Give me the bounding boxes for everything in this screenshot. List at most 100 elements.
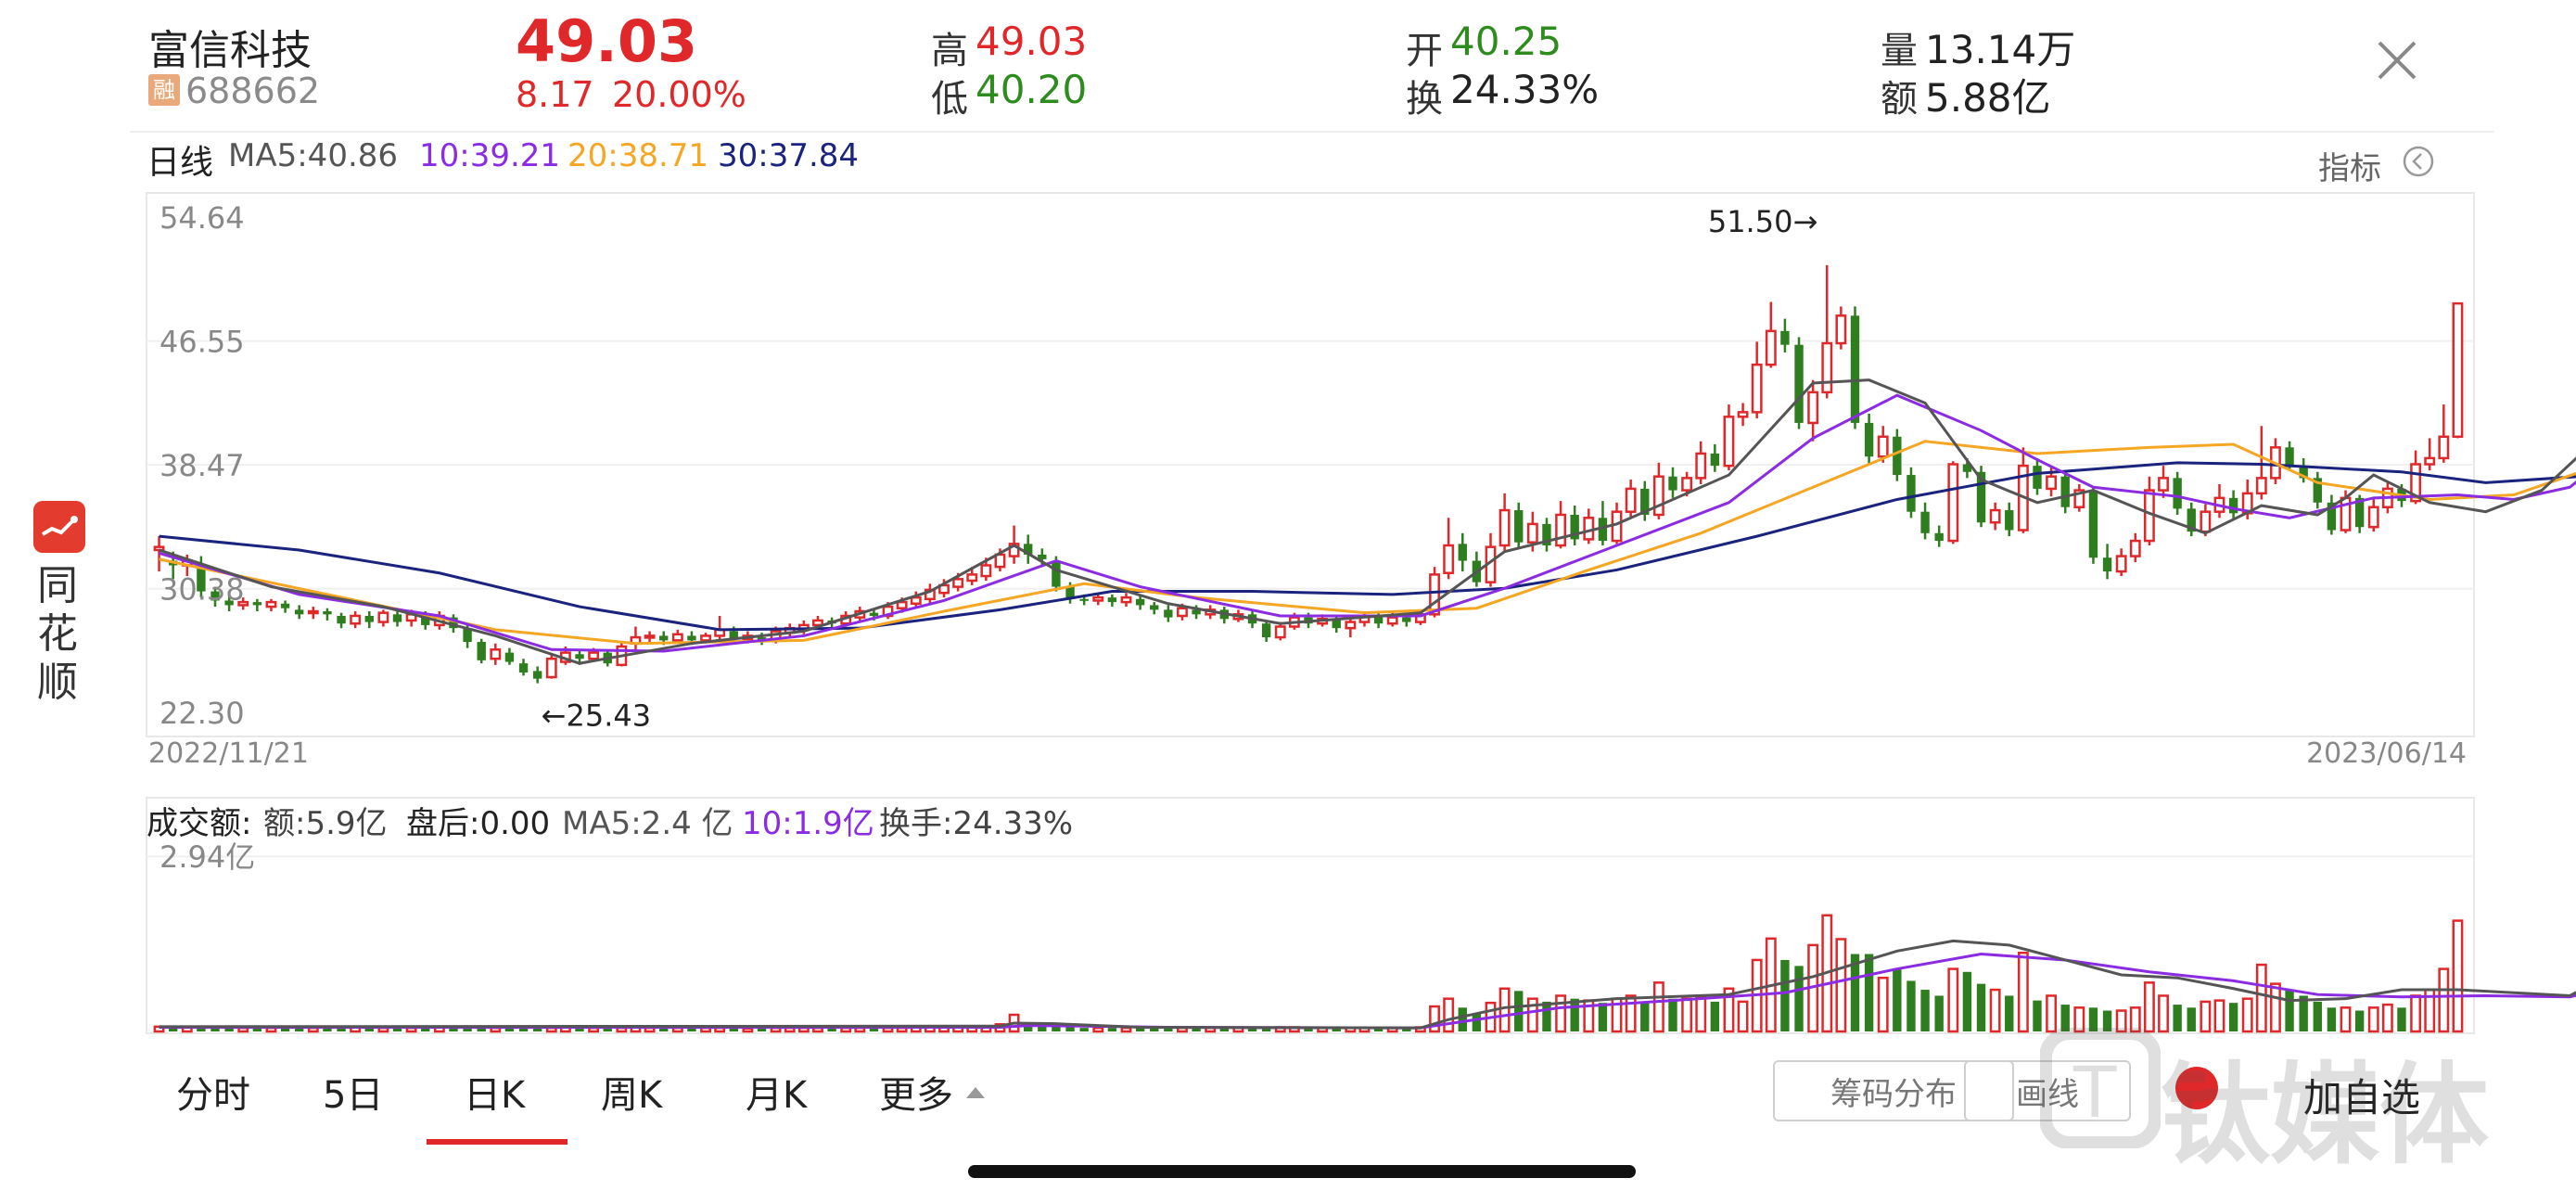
volume-bar-down (1850, 954, 1860, 1031)
volume-bar-down (2005, 995, 2014, 1031)
candle-body-up (671, 633, 683, 642)
candle-body-down (575, 654, 584, 660)
volume-bar-up (1120, 1026, 1132, 1033)
add-watchlist-button[interactable]: 加自选 (2303, 1075, 2421, 1121)
high-annotation: 51.50→ (1708, 204, 1817, 239)
tab-monthly-k[interactable]: 月K (746, 1074, 808, 1117)
tab-5day[interactable]: 5日 (323, 1074, 384, 1117)
high-value: 49.03 (976, 19, 1088, 64)
candle-body-up (1989, 508, 2001, 524)
candle-body-down (1864, 422, 1874, 457)
volume-bar-up (2270, 982, 2281, 1033)
add-watch-icon[interactable] (2175, 1067, 2218, 1109)
candle-body-up (2073, 489, 2085, 508)
volume-bar-up (2255, 963, 2267, 1033)
volume-bar-down (295, 1027, 304, 1031)
candle-body-up (2158, 477, 2169, 492)
candle-body-down (2354, 497, 2365, 528)
candle-body-up (588, 651, 600, 660)
chevron-left-icon[interactable] (2402, 145, 2435, 178)
candle-body-up (1414, 613, 1426, 623)
candle-body-down (2327, 502, 2337, 531)
candle-body-down (1332, 619, 1341, 629)
chip-distribution-button[interactable]: 筹码分布 (1773, 1060, 2014, 1121)
draw-line-button[interactable]: 画线 (1964, 1060, 2131, 1121)
candle-body-up (2424, 456, 2436, 466)
volume-bar-down (2033, 1000, 2042, 1031)
svg-text:T: T (2072, 1051, 2117, 1133)
tab-more[interactable]: 更多 (879, 1074, 953, 1117)
amount-label: 额 (1881, 78, 1918, 121)
volume-bar-down (1570, 998, 1579, 1031)
caret-up-icon[interactable] (964, 1085, 987, 1100)
candle-body-down (1542, 523, 1551, 546)
candle-body-down (1458, 544, 1467, 561)
volume-bar-down (1458, 1007, 1467, 1031)
volume-bar-down (1893, 968, 1902, 1031)
candle-body-up (1555, 513, 1567, 547)
candle-body-down (1514, 510, 1524, 543)
ma5-line (159, 378, 2576, 665)
candle-body-down (1710, 453, 1720, 467)
volume-bar-up (1429, 1005, 1440, 1033)
volume-bar-up (1526, 997, 1538, 1033)
tab-daily-k[interactable]: 日K (464, 1074, 526, 1117)
volume-bar-up (1498, 987, 1511, 1033)
volume-bar-up (1443, 997, 1455, 1033)
volume-bar-down (1920, 990, 1930, 1031)
candle-body-down (504, 652, 515, 662)
volume-bar-down (2088, 1007, 2098, 1031)
candle-body-up (1177, 607, 1188, 618)
volume-bar-up (1723, 987, 1735, 1033)
candle-body-down (1107, 597, 1117, 603)
watermark-logo-icon: T (2039, 1027, 2162, 1149)
volume-bar-down (463, 1026, 472, 1031)
volume-bar-down (1150, 1028, 1159, 1031)
candle-body-down (2299, 466, 2308, 479)
vol-ma10: 10:1.9亿 (742, 805, 874, 842)
candle-body-up (1681, 477, 1693, 492)
tab-intraday[interactable]: 分时 (176, 1074, 250, 1117)
candle-body-down (1150, 605, 1159, 610)
volume-bar-up (1681, 997, 1693, 1033)
volume-bar-down (1402, 1028, 1411, 1031)
volume-bar-up (2452, 919, 2464, 1033)
vma5-line (159, 939, 2576, 1030)
volume-bar-down (1038, 1026, 1047, 1031)
candle-body-down (532, 671, 542, 679)
volume-bar-down (2228, 1003, 2238, 1031)
candle-body-down (1976, 471, 1986, 523)
volume-bar-down (659, 1028, 669, 1031)
volume-bar-down (1261, 1027, 1271, 1031)
candle-body-up (700, 634, 711, 642)
candle-body-down (518, 663, 529, 673)
home-indicator (968, 1165, 1636, 1178)
candle-body-down (2173, 478, 2182, 509)
volume-bar-down (2327, 1007, 2337, 1031)
candle-body-down (2102, 557, 2112, 572)
candle-body-down (2313, 478, 2322, 503)
close-icon[interactable] (2374, 37, 2420, 83)
volume-bar-down (1472, 1013, 1482, 1031)
candle-body-down (2033, 466, 2042, 489)
volume-bar-down (2060, 1005, 2070, 1031)
tab-weekly-k[interactable]: 周K (601, 1074, 663, 1117)
candle-body-down (687, 635, 696, 641)
indicator-button[interactable]: 指标 (2318, 150, 2381, 187)
candle-body-up (1821, 341, 1833, 394)
candle-body-down (1906, 475, 1916, 512)
volume-bar-up (1835, 938, 1847, 1033)
volume-bar-up (1737, 1000, 1749, 1033)
candle-body-down (280, 603, 290, 608)
vol-after-hours: 盘后:0.00 (406, 805, 551, 842)
volume-bar-down (1962, 971, 1972, 1031)
candle-body-up (1807, 391, 1819, 425)
candle-body-up (2115, 555, 2127, 573)
volume-bar-up (2046, 994, 2058, 1033)
volume-bar-up (2115, 1009, 2127, 1033)
volume-bar-down (421, 1028, 430, 1031)
volume-bar-up (1555, 994, 1567, 1033)
y-tick-label: 22.30 (159, 696, 245, 731)
candle-body-down (463, 628, 472, 643)
